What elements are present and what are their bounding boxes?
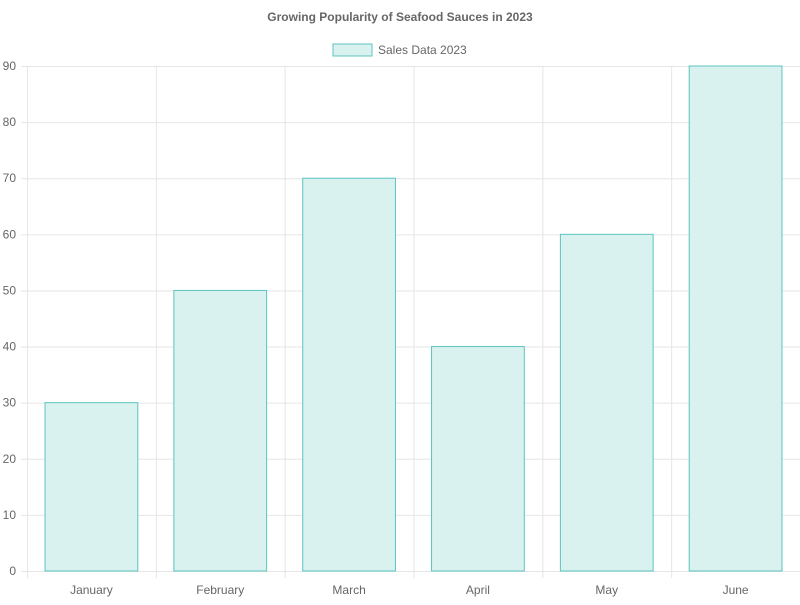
- grid-lines: [21, 66, 800, 578]
- bar-april[interactable]: [431, 346, 525, 572]
- x-tick-label: April: [466, 583, 490, 597]
- x-tick-label: June: [723, 583, 749, 597]
- y-tick-label: 30: [3, 396, 17, 410]
- y-tick-label: 70: [3, 171, 17, 185]
- y-tick-label: 50: [3, 283, 17, 297]
- bar-march[interactable]: [302, 177, 396, 572]
- bar-may[interactable]: [559, 233, 654, 572]
- y-tick-label: 20: [3, 452, 17, 466]
- x-tick-label: May: [595, 583, 618, 597]
- bar-june[interactable]: [688, 65, 783, 572]
- bar-january[interactable]: [44, 402, 139, 572]
- chart-title: Growing Popularity of Seafood Sauces in …: [267, 10, 533, 24]
- bars: [44, 65, 783, 572]
- bar-february[interactable]: [173, 289, 268, 572]
- x-axis: January February March April May June: [70, 583, 749, 597]
- x-tick-label: February: [196, 583, 244, 597]
- y-axis: 0 10 20 30 40 50 60 70 80 90: [3, 59, 17, 578]
- y-tick-label: 60: [3, 227, 17, 241]
- legend-swatch: [332, 43, 373, 57]
- x-tick-label: January: [70, 583, 113, 597]
- y-tick-label: 10: [3, 508, 17, 522]
- x-tick-label: March: [332, 583, 365, 597]
- legend[interactable]: Sales Data 2023: [332, 43, 467, 57]
- y-tick-label: 90: [3, 59, 17, 73]
- y-tick-label: 0: [9, 564, 16, 578]
- y-tick-label: 40: [3, 340, 17, 354]
- legend-label: Sales Data 2023: [378, 43, 467, 57]
- y-tick-label: 80: [3, 115, 17, 129]
